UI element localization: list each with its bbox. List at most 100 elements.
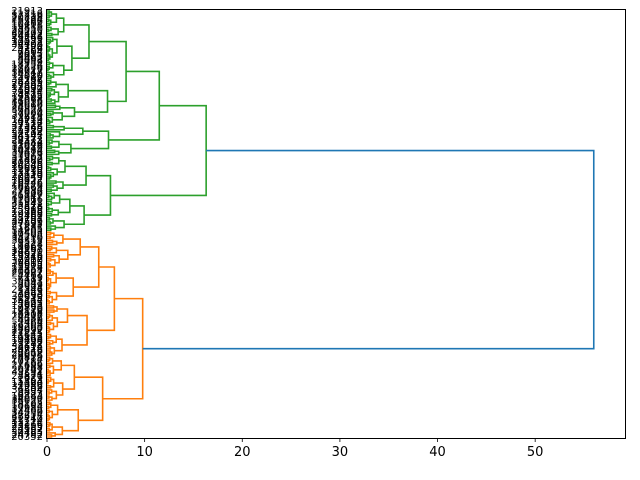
- leaf-label: 12786: [11, 207, 43, 218]
- leaf-label: 1328: [18, 240, 43, 251]
- leaf-label: 15528: [11, 262, 43, 273]
- leaf-label: 7959: [18, 57, 43, 68]
- leaf-label: 5041: [18, 279, 43, 290]
- leaf-label: 8089: [18, 281, 43, 292]
- leaf-label: 25147: [11, 191, 43, 202]
- leaf-label: 5895: [18, 299, 43, 310]
- leaf-label: 7079: [18, 150, 43, 161]
- leaf-label: 17226: [11, 62, 43, 73]
- leaf-label: 36947: [11, 68, 43, 79]
- leaf-label: 26446: [11, 178, 43, 189]
- leaf-label: 27894: [11, 184, 43, 195]
- leaf-label: 4369: [18, 45, 43, 56]
- leaf-label: 462: [24, 211, 43, 222]
- leaf-label: 27365: [11, 123, 43, 134]
- leaf-label: 21913: [11, 6, 43, 17]
- leaf-label: 1115: [18, 166, 43, 177]
- leaf-label: 18060: [11, 324, 43, 335]
- leaf-label: 34187: [11, 74, 43, 85]
- leaf-label: 4125: [18, 90, 43, 101]
- leaf-label: 36144: [11, 295, 43, 306]
- leaf-label: 13439: [11, 168, 43, 179]
- leaf-label: 5093: [18, 55, 43, 66]
- leaf-label: 5023: [18, 51, 43, 62]
- leaf-label: 17961: [11, 301, 43, 312]
- leaf-label: 11216: [11, 8, 43, 19]
- leaf-label: 30049: [11, 172, 43, 183]
- leaf-label: 24343: [11, 31, 43, 42]
- leaf-label: 21782: [11, 338, 43, 349]
- leaf-label: 34550: [11, 408, 43, 419]
- leaf-label: 39729: [11, 111, 43, 122]
- leaf-label: 7119: [18, 272, 43, 283]
- leaf-label: 38022: [11, 395, 43, 406]
- leaf-label: 39814: [11, 88, 43, 99]
- leaf-label: 22092: [11, 326, 43, 337]
- cluster-link-paths: [47, 10, 207, 231]
- leaf-label: 27480: [11, 156, 43, 167]
- leaf-label: 14729: [11, 115, 43, 126]
- tick-label: 10: [136, 445, 153, 460]
- leaf-label: 21346: [11, 285, 43, 296]
- leaf-label: 2453: [18, 287, 43, 298]
- leaf-label: 8172: [18, 127, 43, 138]
- leaf-label: 27170: [11, 170, 43, 181]
- leaf-label: 34542: [11, 131, 43, 142]
- leaf-label: 28778: [11, 344, 43, 355]
- leaf-label: 19263: [11, 322, 43, 333]
- leaf-label: 7629: [18, 373, 43, 384]
- leaf-label: 28151: [11, 213, 43, 224]
- leaf-label: 21853: [11, 264, 43, 275]
- tick-label: 50: [527, 445, 544, 460]
- leaf-label: 4846: [18, 346, 43, 357]
- leaf-label: 31114: [11, 416, 43, 427]
- leaf-label: 3615: [18, 113, 43, 124]
- leaf-label: 14390: [11, 379, 43, 390]
- leaf-label: 8492: [18, 53, 43, 64]
- leaf-label: 18103: [11, 399, 43, 410]
- leaf-label: 13551: [11, 35, 43, 46]
- leaf-label: 22740: [11, 414, 43, 425]
- leaf-label: 30300: [11, 256, 43, 267]
- leaf-label: 1685: [18, 223, 43, 234]
- leaf-label: 35541: [11, 199, 43, 210]
- leaf-label: 13274: [11, 418, 43, 429]
- leaf-label: 6852: [18, 174, 43, 185]
- leaf-label: 13831: [11, 23, 43, 34]
- leaf-label: 38311: [11, 236, 43, 247]
- leaf-label: 34090: [11, 393, 43, 404]
- leaf-label: 7572: [18, 119, 43, 130]
- leaf-label: 10170: [11, 305, 43, 316]
- leaf-label: 2132: [18, 340, 43, 351]
- leaf-label: 39766: [11, 33, 43, 44]
- leaf-label: 10782: [11, 356, 43, 367]
- leaf-label: 30202: [11, 29, 43, 40]
- leaf-label: 32308: [11, 320, 43, 331]
- leaf-label: 16908: [11, 309, 43, 320]
- leaf-label: 34205: [11, 225, 43, 236]
- leaf-label: 3296: [18, 76, 43, 87]
- leaf-label: 34710: [11, 234, 43, 245]
- tick-label: 30: [332, 445, 349, 460]
- tick-label: 20: [234, 445, 251, 460]
- leaf-label: 4926: [18, 315, 43, 326]
- leaf-label: 38517: [11, 412, 43, 423]
- leaf-label: 16660: [11, 162, 43, 173]
- leaf-label: 39292: [11, 367, 43, 378]
- leaf-label: 14641: [11, 330, 43, 341]
- leaf-label: 8829: [18, 352, 43, 363]
- leaf-label: 30714: [11, 117, 43, 128]
- leaf-label: 26784: [11, 14, 43, 25]
- leaf-label: 29621: [11, 248, 43, 259]
- leaf-label: 35393: [11, 277, 43, 288]
- leaf-label: 11016: [11, 195, 43, 206]
- leaf-label: 9020: [18, 107, 43, 118]
- leaf-label: 34890: [11, 246, 43, 257]
- leaf-label: 4143: [18, 332, 43, 343]
- leaf-label: 33990: [11, 84, 43, 95]
- leaf-label: 25835: [11, 422, 43, 433]
- leaf-label: 37827: [11, 105, 43, 116]
- leaf-label: 25528: [11, 201, 43, 212]
